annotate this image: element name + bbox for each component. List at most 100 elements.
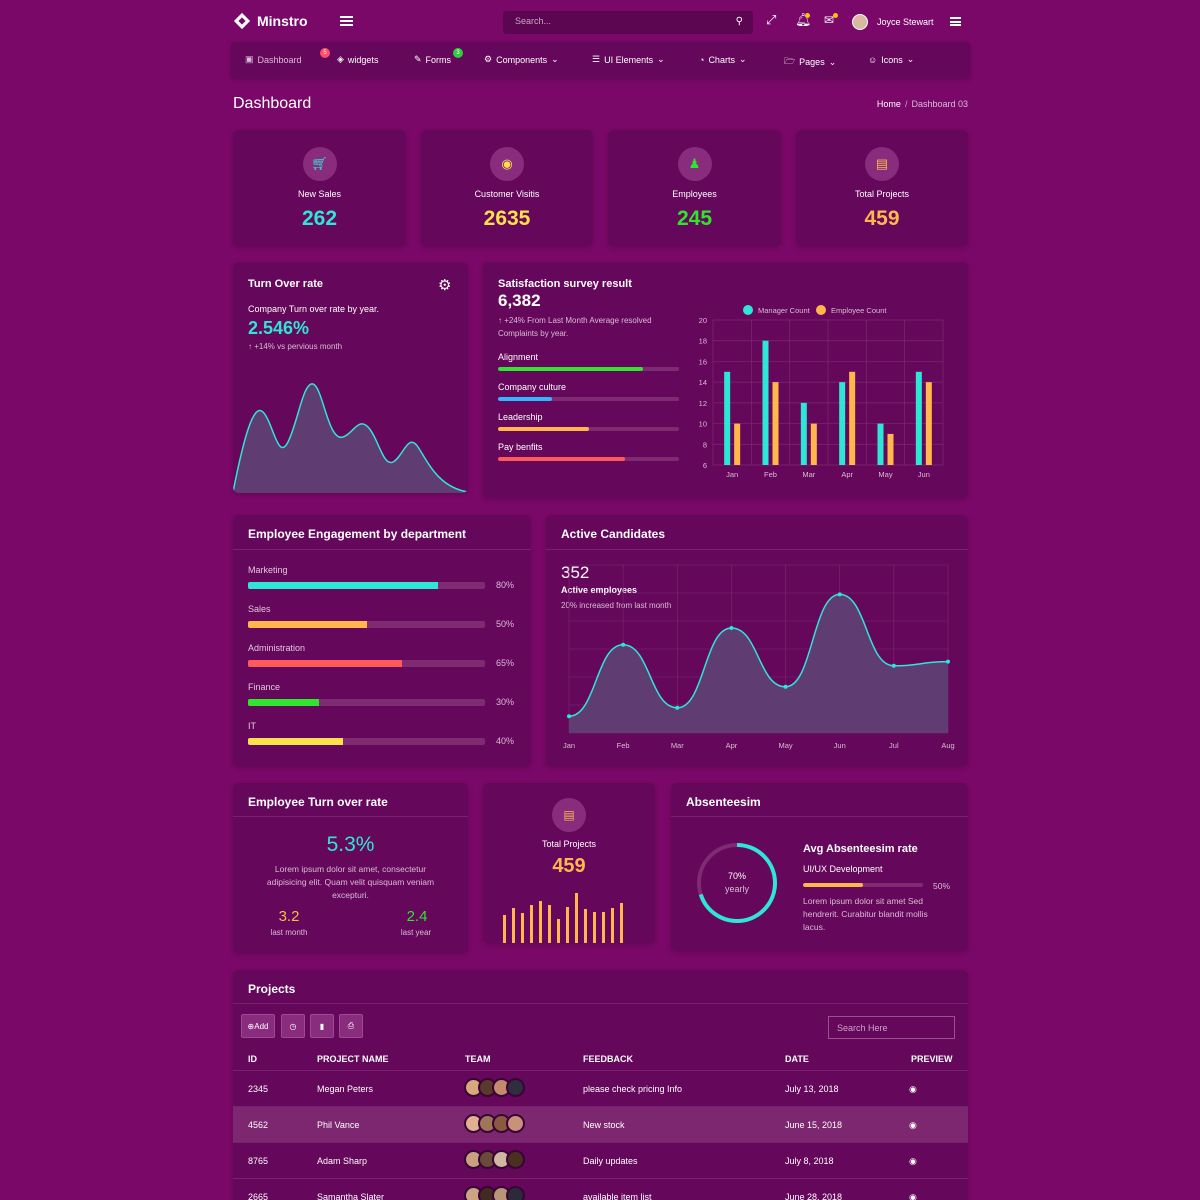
arrow-up-icon: ↑ [248,342,252,351]
column-feedback[interactable]: FEEDBACK [583,1054,634,1064]
breadcrumb-home[interactable]: Home [876,99,901,109]
nav-item-ui-elements[interactable]: ☰ UI Elements ⌄ [592,54,665,65]
data-point-aug [946,659,950,664]
turnover-change: ↑ +14% vs pervious month [248,342,343,351]
list-icon: ☰ [592,54,601,64]
table-row[interactable]: 2345 Megan Peters please check pricing Inf… [233,1070,968,1106]
survey-card: Satisfaction survey result 6,382 ↑ +24% … [483,262,968,498]
nav-item-pages[interactable]: 🗁︎ Pages ⌄ [784,54,836,70]
gear-icon[interactable]: ⚙ [438,277,452,294]
bar-may-employee [887,433,894,465]
nav-item-charts[interactable]: ◔ Charts ⌄ [699,54,747,65]
avatar[interactable] [852,14,868,30]
y-tick-label: 14 [699,378,707,387]
badge: 5 [320,48,330,58]
absenteeism-sub: UI/UX Development [803,864,883,874]
table-row[interactable]: 8765 Adam Sharp Daily updates July 8, 2018 ◉ [233,1142,968,1178]
avatar[interactable] [506,1150,525,1169]
search-input[interactable]: Search... ⚲ [503,11,753,34]
survey-progress-fill [498,367,643,371]
eye-icon[interactable]: ◉ [909,1084,917,1094]
bar-jan-employee [734,423,741,465]
survey-progress-fill [498,457,625,461]
user-name[interactable]: Joyce Stewart [877,17,934,27]
bar-apr-manager [839,382,846,465]
sidebar-toggle-icon[interactable] [340,16,353,26]
cell-date: June 15, 2018 [785,1120,843,1130]
delete-button[interactable]: ▮ [310,1014,334,1038]
ring-value: 70% [727,871,746,881]
nav-item-forms[interactable]: ✎ Forms 3 [414,48,463,65]
eye-icon[interactable]: ◉ [909,1156,917,1166]
engagement-item: Finance 30% [248,682,518,721]
y-tick-label: 16 [699,357,707,366]
project-bar [503,915,506,943]
engagement-progress [248,621,485,628]
stat-label: Employees [672,189,717,199]
legend-marker [743,305,753,315]
avatar[interactable] [506,1186,525,1200]
briefcase-icon: ▤ [865,147,899,181]
mail-icon[interactable]: ✉ [824,13,835,27]
column-id[interactable]: ID [248,1054,257,1064]
clock-icon: ◷ [289,1021,297,1031]
x-tick-label: Jan [563,741,575,750]
add-button[interactable]: ⊕ Add [241,1014,275,1038]
data-point-jul [891,663,896,668]
cell-project-name: Megan Peters [317,1084,374,1094]
brand[interactable]: Minstro [233,12,308,30]
menu-icon[interactable] [950,17,961,26]
stat-value: 2635 [483,207,531,230]
engagement-value: 40% [496,736,515,746]
clock-button[interactable]: ◷ [281,1014,305,1038]
engagement-label: Finance [248,682,281,692]
page-title: Dashboard [233,95,312,112]
projects-search-input[interactable]: Search Here [828,1016,955,1039]
survey-progress [498,457,679,461]
last-year-label: last year [400,928,432,937]
active-candidates-area-chart: Jan Feb Mar Apr May Jun Jul Aug [563,564,955,750]
table-row[interactable]: 2665 Samantha Slater available item list Ju… [233,1178,968,1200]
survey-note: ↑ +24% From Last Month Average resolved … [498,316,652,338]
x-tick-label: Mar [671,741,684,750]
bar-jun-manager [915,371,922,465]
column-project-name[interactable]: PROJECT NAME [317,1054,389,1064]
bar-jan-manager [724,371,731,465]
cube-icon: ◈ [337,54,344,64]
eye-icon[interactable]: ◉ [909,1192,917,1200]
x-tick-label: Apr [726,741,738,750]
survey-progress-fill [498,427,589,431]
project-bar [530,905,533,943]
smile-icon: ☺ [868,54,878,65]
card-title: Satisfaction survey result [498,278,632,290]
search-icon[interactable]: ⚲ [735,16,743,27]
survey-item: Pay benfits [498,442,679,461]
stat-card-employees: ♟ Employees 245 [608,130,781,246]
avatar[interactable] [506,1114,525,1133]
survey-item-label: Company culture [498,382,567,392]
column-team[interactable]: TEAM [465,1054,491,1064]
x-tick-label: Aug [941,741,954,750]
x-tick-label: Jan [726,470,738,479]
stat-value: 459 [864,207,900,230]
column-date[interactable]: DATE [785,1054,809,1064]
area-line [568,593,949,717]
chevron-down-icon: ⌄ [657,54,665,64]
total-projects-label: Total Projects [541,839,597,849]
table-row[interactable]: 4562 Phil Vance New stock June 15, 2018 ◉ [233,1106,968,1142]
engagement-label: Marketing [248,565,288,575]
nav-item-components[interactable]: ⚙ Components ⌄ [484,54,559,65]
card-title: Turn Over rate [248,278,323,290]
avatar[interactable] [506,1078,525,1097]
print-button[interactable]: ⎙ [339,1014,363,1038]
print-icon: ⎙ [347,1021,355,1030]
plus-circle-icon: ⊕ [247,1021,255,1031]
nav-item-widgets[interactable]: ◈ widgets [337,54,379,65]
folder-icon: 🗁︎ [784,56,796,66]
fullscreen-icon[interactable]: ⤢ [766,12,777,27]
nav-item-dashboard[interactable]: ▣ Dashboard 5 [245,48,330,65]
cell-date: June 28, 2018 [785,1192,843,1200]
eye-icon[interactable]: ◉ [909,1120,917,1130]
nav-item-icons[interactable]: ☺ Icons ⌄ [868,54,915,65]
column-preview[interactable]: PREVIEW [911,1054,953,1064]
